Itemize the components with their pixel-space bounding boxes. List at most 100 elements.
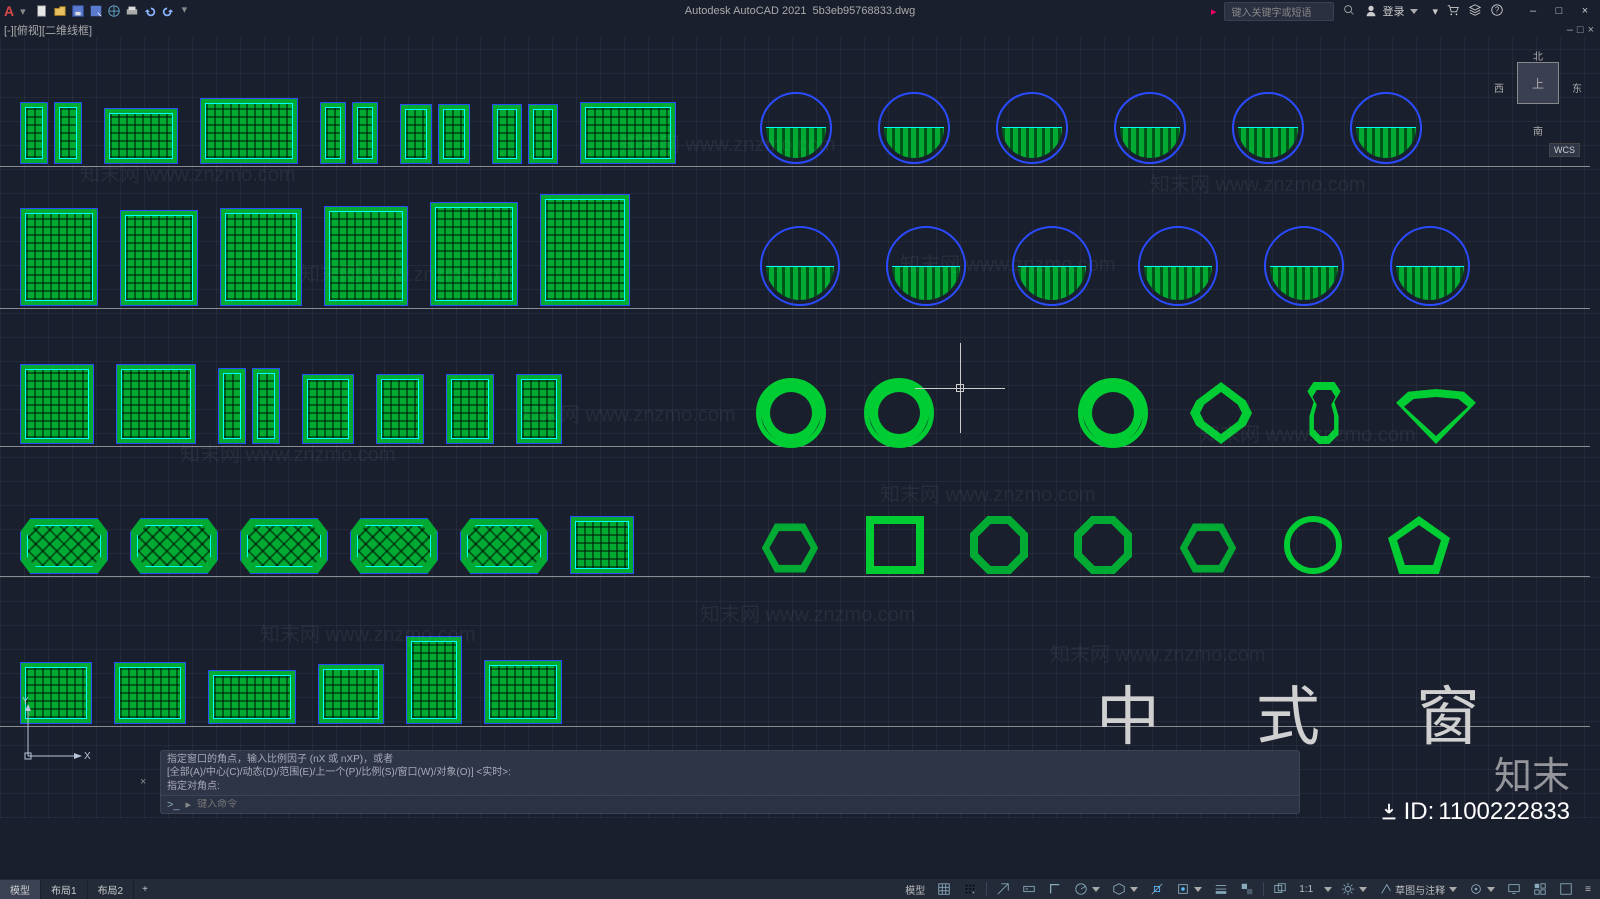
plot-icon[interactable]	[124, 3, 140, 19]
doc-maximize-button[interactable]: □	[1577, 24, 1584, 36]
round-window-symbol[interactable]	[878, 92, 950, 164]
lineweight-icon[interactable]	[1211, 882, 1231, 896]
otrack-icon[interactable]	[1173, 882, 1205, 896]
window-symbol[interactable]	[302, 374, 354, 444]
isodraft-icon[interactable]	[1109, 882, 1141, 896]
flower-symbol[interactable]	[760, 382, 822, 444]
window-symbol[interactable]	[570, 516, 634, 574]
window-symbol[interactable]	[484, 660, 562, 724]
round-window-symbol[interactable]	[1138, 226, 1218, 306]
tab-layout2[interactable]: 布局2	[88, 880, 135, 899]
sq-ring-symbol[interactable]	[866, 516, 924, 574]
window-symbol[interactable]	[200, 98, 298, 164]
signin-button[interactable]: 登录	[1364, 3, 1418, 19]
window-symbol[interactable]	[516, 374, 562, 444]
apps-icon[interactable]	[1468, 3, 1482, 20]
window-symbol[interactable]	[406, 636, 462, 724]
app-menu-arrow[interactable]: ▾	[20, 5, 26, 18]
vase-symbol[interactable]	[1298, 382, 1350, 444]
shape-ring-symbol[interactable]	[1284, 516, 1342, 574]
dynamic-input-icon[interactable]	[1019, 882, 1039, 896]
save-icon[interactable]	[70, 3, 86, 19]
snap-toggle-icon[interactable]	[960, 882, 980, 896]
annoscale-button[interactable]: 草图与注释	[1376, 882, 1460, 897]
diamond-symbol[interactable]	[1190, 382, 1252, 444]
polar-toggle-icon[interactable]	[1071, 882, 1103, 896]
window-symbol[interactable]	[318, 664, 384, 724]
infer-toggle-icon[interactable]	[993, 882, 1013, 896]
search-input[interactable]: 键入关键字或短语	[1224, 2, 1334, 21]
window-symbol[interactable]	[376, 374, 424, 444]
search-icon[interactable]	[1342, 3, 1356, 20]
cleanscreen-icon[interactable]	[1556, 882, 1576, 896]
oct-symbol[interactable]	[970, 516, 1028, 574]
window-symbol[interactable]	[130, 518, 218, 574]
web-icon[interactable]	[106, 3, 122, 19]
window-symbol[interactable]	[116, 364, 196, 444]
tab-layout1[interactable]: 布局1	[41, 880, 88, 899]
hex-symbol[interactable]	[1178, 522, 1238, 574]
doc-minimize-button[interactable]: –	[1567, 24, 1573, 36]
round-window-symbol[interactable]	[886, 226, 966, 306]
round-window-symbol[interactable]	[1114, 92, 1186, 164]
workspace-icon[interactable]	[1466, 882, 1498, 896]
window-symbol[interactable]	[460, 518, 548, 574]
hex-symbol[interactable]	[760, 522, 820, 574]
add-layout-button[interactable]: +	[134, 882, 156, 897]
selection-cycling-icon[interactable]	[1270, 882, 1290, 896]
round-window-symbol[interactable]	[1232, 92, 1304, 164]
transparency-icon[interactable]	[1237, 882, 1257, 896]
command-input[interactable]	[197, 799, 1293, 810]
window-symbol[interactable]	[20, 518, 108, 574]
commandline-close-icon[interactable]: ×	[140, 776, 146, 788]
minimize-button[interactable]: –	[1522, 3, 1544, 19]
wcs-badge[interactable]: WCS	[1549, 143, 1580, 157]
round-window-symbol[interactable]	[1264, 226, 1344, 306]
flower-symbol[interactable]	[1082, 382, 1144, 444]
round-window-symbol[interactable]	[996, 92, 1068, 164]
window-symbol[interactable]	[400, 104, 470, 164]
window-symbol[interactable]	[540, 194, 630, 306]
isolate-icon[interactable]	[1530, 882, 1550, 896]
grid-toggle-icon[interactable]	[934, 882, 954, 896]
window-symbol[interactable]	[220, 208, 302, 306]
window-symbol[interactable]	[218, 368, 280, 444]
round-window-symbol[interactable]	[1350, 92, 1422, 164]
cart-icon[interactable]	[1446, 3, 1460, 20]
new-icon[interactable]	[34, 3, 50, 19]
customize-icon[interactable]: ≡	[1582, 884, 1594, 895]
close-button[interactable]: ×	[1574, 3, 1596, 19]
round-window-symbol[interactable]	[1390, 226, 1470, 306]
saveas-icon[interactable]	[88, 3, 104, 19]
osnap-toggle-icon[interactable]	[1147, 882, 1167, 896]
window-symbol[interactable]	[20, 102, 82, 164]
window-symbol[interactable]	[324, 206, 408, 306]
scale-label[interactable]: 1:1	[1296, 884, 1316, 895]
doc-close-button[interactable]: ×	[1588, 24, 1594, 36]
maximize-button[interactable]: □	[1548, 3, 1570, 19]
tab-model[interactable]: 模型	[0, 880, 41, 899]
annotation-monitor-icon[interactable]	[1504, 882, 1524, 896]
flower-symbol[interactable]	[868, 382, 930, 444]
oct-symbol[interactable]	[1074, 516, 1132, 574]
window-symbol[interactable]	[104, 108, 178, 164]
exchange-icon[interactable]: ▾	[1432, 5, 1438, 18]
round-window-symbol[interactable]	[1012, 226, 1092, 306]
window-symbol[interactable]	[320, 102, 378, 164]
window-symbol[interactable]	[580, 102, 676, 164]
round-window-symbol[interactable]	[760, 92, 832, 164]
qat-overflow[interactable]: ▾	[182, 3, 188, 19]
viewport-label[interactable]: [-][俯视][二维线框]	[4, 22, 92, 38]
window-symbol[interactable]	[208, 670, 296, 724]
redo-icon[interactable]	[160, 3, 176, 19]
open-icon[interactable]	[52, 3, 68, 19]
drawing-canvas[interactable]: 北 西 东 上 南 WCS 中 式 窗 YX × 指定窗口的角点，输入比例因子 …	[0, 38, 1600, 818]
pent-symbol[interactable]	[1388, 516, 1450, 574]
window-symbol[interactable]	[240, 518, 328, 574]
window-symbol[interactable]	[492, 104, 558, 164]
window-symbol[interactable]	[114, 662, 186, 724]
gear-icon[interactable]	[1338, 882, 1370, 896]
modelspace-toggle[interactable]: 模型	[902, 882, 928, 897]
fan-symbol[interactable]	[1396, 389, 1476, 444]
ucs-icon[interactable]: YX	[18, 701, 88, 774]
